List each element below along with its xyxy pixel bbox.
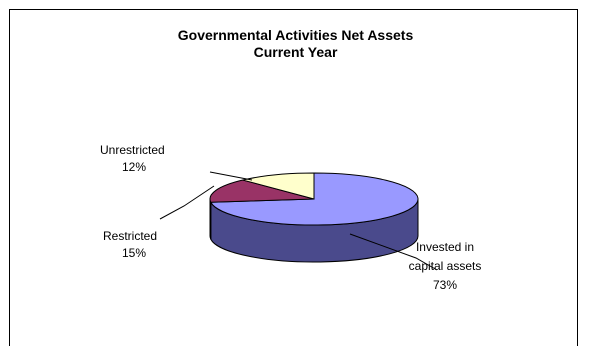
pie-slices — [209, 172, 419, 263]
label-invested-line1: Invested in — [416, 240, 474, 254]
chart-subtitle: Current Year — [253, 44, 338, 60]
chart-title: Governmental Activities Net Assets — [177, 27, 414, 43]
slice-side-1 — [209, 198, 212, 240]
slice-restricted — [209, 179, 315, 203]
slice-unrestricted — [242, 172, 315, 200]
label-unrestricted: Unrestricted — [100, 143, 165, 157]
label-invested-line2: capital assets — [409, 259, 482, 273]
leader-line-restricted — [159, 185, 215, 220]
leader-line-unrestricted — [209, 171, 253, 181]
pct-restricted: 15% — [122, 246, 146, 260]
pct-unrestricted: 12% — [122, 160, 146, 174]
label-restricted: Restricted — [103, 229, 157, 243]
leader-line-invested — [349, 233, 438, 271]
pct-invested: 73% — [433, 278, 457, 292]
